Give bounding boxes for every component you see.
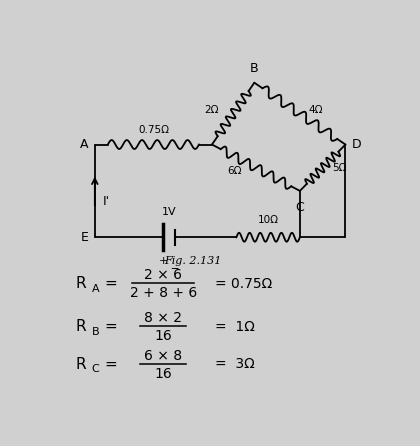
Text: C: C xyxy=(296,201,304,214)
Text: A: A xyxy=(92,284,99,294)
Text: R: R xyxy=(75,319,86,334)
Text: 1V: 1V xyxy=(162,206,176,217)
Text: C: C xyxy=(92,364,99,375)
Text: 2 + 8 + 6: 2 + 8 + 6 xyxy=(129,286,197,300)
Text: 16: 16 xyxy=(154,367,172,380)
Text: =: = xyxy=(105,357,117,372)
Text: I': I' xyxy=(103,195,110,208)
Text: E: E xyxy=(81,231,88,244)
Text: 2Ω: 2Ω xyxy=(205,105,219,115)
Text: =  1Ω: = 1Ω xyxy=(215,319,255,334)
Text: =  3Ω: = 3Ω xyxy=(215,357,255,372)
Text: R: R xyxy=(75,276,86,291)
Text: B: B xyxy=(250,62,259,75)
Text: Fig. 2.131: Fig. 2.131 xyxy=(164,256,221,266)
Text: 6Ω: 6Ω xyxy=(228,166,242,176)
Text: _: _ xyxy=(171,256,178,269)
Text: +: + xyxy=(158,256,168,266)
Text: =: = xyxy=(105,276,117,291)
Text: D: D xyxy=(352,138,362,151)
Text: 4Ω: 4Ω xyxy=(309,105,323,115)
Text: 8 × 2: 8 × 2 xyxy=(144,311,182,325)
Text: 0.75Ω: 0.75Ω xyxy=(138,125,169,135)
Text: 2 × 6: 2 × 6 xyxy=(144,268,182,282)
Text: = 0.75Ω: = 0.75Ω xyxy=(215,277,273,291)
Text: 6 × 8: 6 × 8 xyxy=(144,349,182,363)
Text: A: A xyxy=(80,138,88,151)
Text: R: R xyxy=(75,357,86,372)
Text: 16: 16 xyxy=(154,329,172,343)
Text: =: = xyxy=(105,319,117,334)
Text: 10Ω: 10Ω xyxy=(257,215,278,225)
Text: B: B xyxy=(92,326,99,337)
Text: 5Ω: 5Ω xyxy=(332,163,346,173)
